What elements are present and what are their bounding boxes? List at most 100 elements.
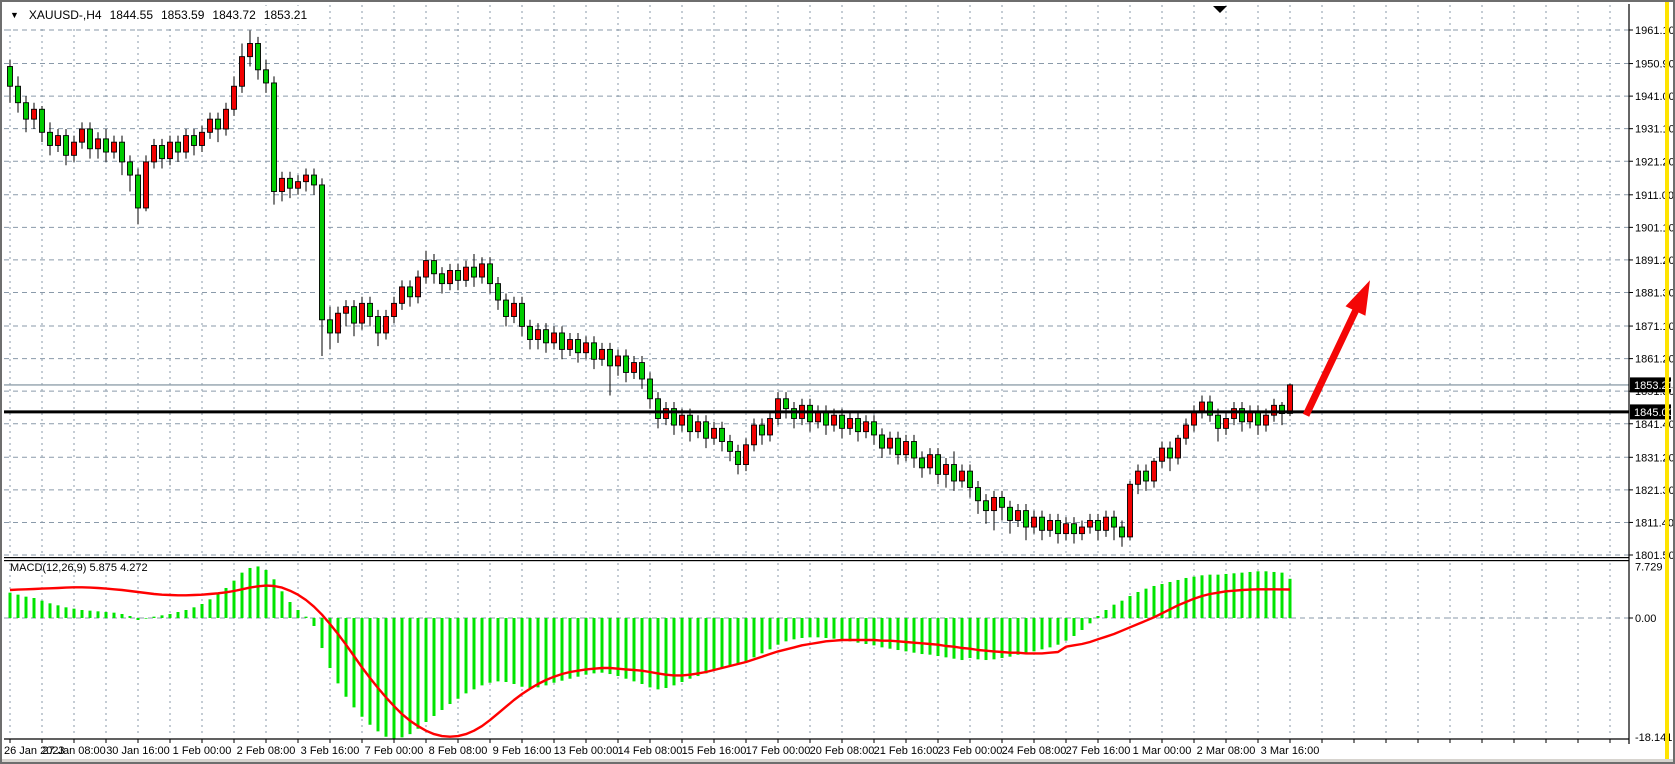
candle xyxy=(1215,414,1221,429)
candle xyxy=(519,302,525,327)
candle xyxy=(1023,510,1029,528)
candle xyxy=(319,184,325,321)
bottom-window-strip xyxy=(2,759,1673,762)
candle xyxy=(943,464,949,475)
candle xyxy=(1151,460,1157,482)
candle xyxy=(247,43,253,58)
time-axis-label: 7 Feb 00:00 xyxy=(365,745,424,757)
candle xyxy=(87,128,93,150)
time-axis-label: 20 Feb 08:00 xyxy=(810,745,875,757)
time-axis-label: 15 Feb 16:00 xyxy=(682,745,747,757)
candle xyxy=(703,421,709,439)
candle xyxy=(927,454,933,469)
candle xyxy=(535,329,541,340)
candle xyxy=(687,414,693,433)
price-axis-label: 1841.40 xyxy=(1635,419,1675,431)
candle xyxy=(879,434,885,449)
candle xyxy=(463,266,469,281)
candle xyxy=(303,174,309,183)
candle xyxy=(199,131,205,146)
candle xyxy=(935,454,941,475)
candle xyxy=(367,302,373,317)
candle xyxy=(903,441,909,456)
candle xyxy=(335,312,341,334)
time-axis-label: 3 Mar 16:00 xyxy=(1261,745,1320,757)
candle xyxy=(39,108,45,133)
candle xyxy=(7,66,13,87)
price-axis-label: 1861.20 xyxy=(1635,354,1675,366)
price-axis-label: 1881.30 xyxy=(1635,288,1675,300)
candle xyxy=(695,421,701,433)
candle xyxy=(1263,414,1269,426)
time-axis-label: 27 Feb 16:00 xyxy=(1066,745,1131,757)
candle xyxy=(527,325,533,340)
candle xyxy=(343,306,349,314)
candle xyxy=(767,418,773,436)
candle xyxy=(615,355,621,367)
candle xyxy=(431,260,437,275)
price-axis-label: 1921.20 xyxy=(1635,156,1675,168)
macd-values: 5.875 4.272 xyxy=(89,562,148,574)
candle xyxy=(1207,401,1213,416)
candle xyxy=(103,138,109,153)
candle xyxy=(495,283,501,301)
chart-shift-marker-icon[interactable] xyxy=(1213,6,1227,13)
candle xyxy=(543,329,549,344)
candle xyxy=(1127,483,1133,538)
candle xyxy=(967,470,973,489)
time-axis-label: 8 Feb 08:00 xyxy=(429,745,488,757)
pane-separator[interactable] xyxy=(4,557,1629,559)
candle xyxy=(239,56,245,87)
candle xyxy=(719,427,725,442)
time-axis-label: 2 Feb 08:00 xyxy=(237,745,296,757)
price-tag-label: 1853.21 xyxy=(1634,380,1674,392)
symbol-timeframe-label: XAUUSD-,H4 xyxy=(28,8,102,22)
candle xyxy=(1079,526,1085,535)
candle xyxy=(1143,470,1149,482)
candle xyxy=(735,450,741,465)
candle xyxy=(79,128,85,143)
candle xyxy=(95,138,101,150)
candle xyxy=(1279,404,1285,415)
candle xyxy=(551,332,557,344)
candle xyxy=(311,174,317,186)
candle xyxy=(1183,424,1189,439)
candle xyxy=(1231,408,1237,419)
candle xyxy=(591,342,597,360)
time-axis-label: 21 Feb 16:00 xyxy=(874,745,939,757)
candle xyxy=(63,135,69,156)
price-axis-label: 1811.40 xyxy=(1635,517,1674,529)
candle xyxy=(807,404,813,423)
candle xyxy=(479,263,485,278)
candle xyxy=(47,131,53,146)
candle xyxy=(15,85,21,104)
time-axis-label: 27 Jan 08:00 xyxy=(42,745,106,757)
candle xyxy=(407,286,413,298)
candle xyxy=(647,378,653,400)
time-axis-label: 30 Jan 16:00 xyxy=(106,745,170,757)
candle xyxy=(511,302,517,317)
candle xyxy=(1055,520,1061,535)
candle xyxy=(831,414,837,426)
candle xyxy=(231,85,237,110)
candle xyxy=(175,141,181,153)
candle xyxy=(423,260,429,278)
candle xyxy=(1095,520,1101,531)
candle xyxy=(151,145,157,163)
up-arrow-annotation[interactable] xyxy=(1302,280,1370,417)
candle xyxy=(447,270,453,285)
candle xyxy=(607,348,613,367)
pane-separator[interactable] xyxy=(4,560,1629,562)
candle xyxy=(791,408,797,419)
macd-scale-min: -18.141 xyxy=(1635,732,1672,744)
candle xyxy=(751,424,757,446)
candle xyxy=(255,43,261,71)
candle xyxy=(111,141,117,153)
price-tag-1853.21 xyxy=(1630,377,1671,393)
yellow-edge-strip xyxy=(1665,2,1669,762)
candle xyxy=(223,108,229,130)
symbol-dropdown-icon[interactable]: ▼ xyxy=(10,10,19,20)
candle xyxy=(455,270,461,281)
